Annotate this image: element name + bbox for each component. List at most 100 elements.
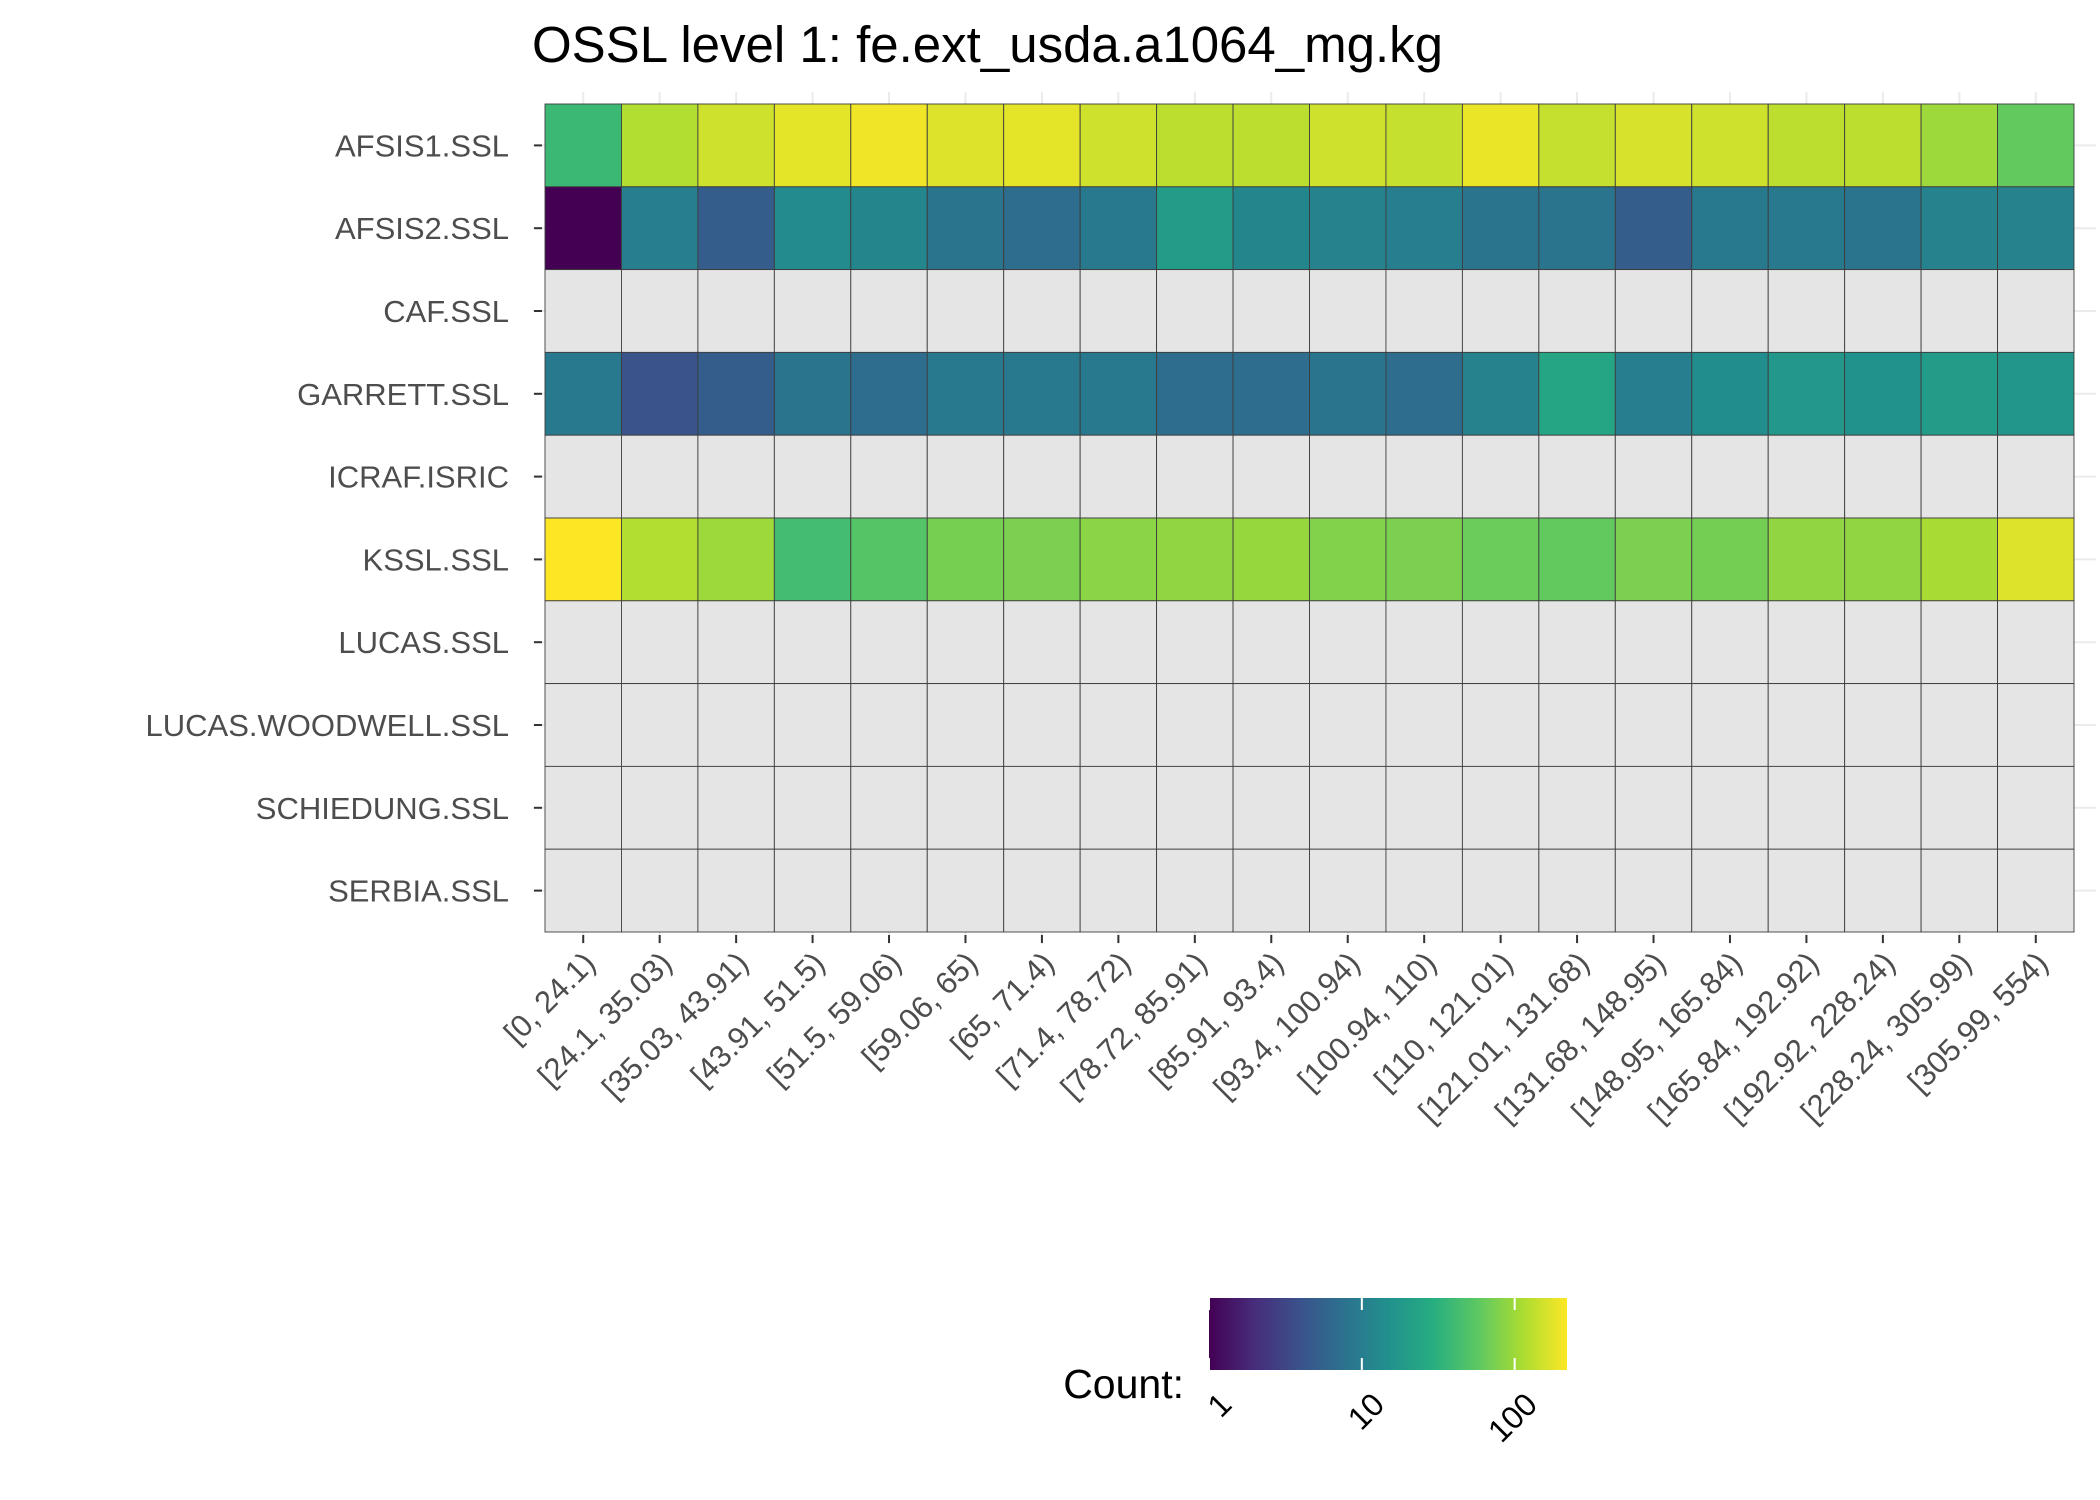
heatmap-cell (1079, 600, 1158, 685)
heatmap-cell (1691, 848, 1769, 933)
heatmap-cell (1538, 683, 1616, 767)
heatmap-cell (1997, 765, 2075, 850)
heatmap-cell (1538, 351, 1616, 436)
heatmap-cell (544, 269, 622, 353)
heatmap-cell (1844, 103, 1922, 188)
heatmap-cell (1844, 848, 1922, 933)
heatmap-cell (697, 351, 775, 436)
color-legend: Count: 1 10 100 (1063, 1298, 1567, 1449)
heatmap-cell (1844, 351, 1922, 436)
heatmap-cell (1844, 600, 1922, 685)
heatmap-cell (1997, 683, 2075, 767)
heatmap-cell (1385, 600, 1463, 685)
heatmap-cell (1079, 351, 1158, 436)
heatmap-cell (1232, 434, 1310, 519)
heatmap-cell (1156, 517, 1234, 602)
heatmap-cell (926, 848, 1005, 933)
heatmap-cell (1844, 683, 1922, 767)
heatmap-cell (850, 765, 928, 850)
heatmap-cell (1309, 103, 1387, 188)
heatmap-cell (1309, 434, 1387, 519)
heatmap-cell (1920, 103, 1998, 188)
heatmap-cell (850, 517, 928, 602)
x-axis-ticks: [0, 24.1)[24.1, 35.03)[35.03, 43.91)[43.… (497, 935, 2055, 1130)
heatmap-cell (1614, 600, 1693, 685)
heatmap-cell (1691, 600, 1769, 685)
heatmap-cell (1691, 434, 1769, 519)
chart-title: OSSL level 1: fe.ext_usda.a1064_mg.kg (532, 16, 1443, 73)
heatmap-cell (621, 848, 699, 933)
heatmap-cell (1156, 765, 1234, 850)
heatmap-cell (1614, 517, 1693, 602)
heatmap-cell (1920, 186, 1998, 271)
heatmap-cell (1461, 103, 1540, 188)
heatmap-cell (1385, 186, 1463, 271)
heatmap-cell (850, 434, 928, 519)
heatmap-cell (697, 765, 775, 850)
heatmap-cell (1844, 434, 1922, 519)
heatmap-cell (773, 434, 852, 519)
heatmap-cell (1385, 765, 1463, 850)
y-tick-label: GARRETT.SSL (297, 377, 509, 412)
heatmap-cell (1538, 434, 1616, 519)
heatmap-cell (1309, 351, 1387, 436)
heatmap-cell (1003, 848, 1081, 933)
y-tick-label: KSSL.SSL (363, 542, 509, 577)
heatmap-cell (1156, 103, 1234, 188)
heatmap-cell (1232, 848, 1310, 933)
heatmap-cell (1079, 434, 1158, 519)
heatmap-cell (1156, 186, 1234, 271)
heatmap-cell (850, 848, 928, 933)
heatmap-cell (1691, 351, 1769, 436)
heatmap-cell (1691, 103, 1769, 188)
heatmap-cell (1156, 600, 1234, 685)
heatmap-cell (1767, 351, 1846, 436)
heatmap-cell (1079, 765, 1158, 850)
heatmap-cell (1538, 186, 1616, 271)
heatmap-cell (1461, 186, 1540, 271)
heatmap-cell (1538, 517, 1616, 602)
heatmap-cell (1232, 600, 1310, 685)
heatmap-cell (1079, 683, 1158, 767)
heatmap-cell (1385, 434, 1463, 519)
heatmap-cell (1844, 186, 1922, 271)
heatmap-cell (1920, 600, 1998, 685)
heatmap-cell (1003, 103, 1081, 188)
heatmap-cell (1614, 434, 1693, 519)
heatmap-cell (1538, 765, 1616, 850)
heatmap-cell (1997, 103, 2075, 188)
heatmap-cell (697, 269, 775, 353)
heatmap-cell (621, 765, 699, 850)
heatmap-cell (697, 683, 775, 767)
heatmap-cell (1691, 186, 1769, 271)
heatmap-cell (621, 600, 699, 685)
y-axis-ticks: AFSIS1.SSL AFSIS2.SSL CAF.SSL GARRETT.SSL IC… (146, 128, 542, 909)
heatmap-cell (1309, 269, 1387, 353)
heatmap-cell (697, 434, 775, 519)
heatmap-cell (1691, 765, 1769, 850)
heatmap-cell (773, 186, 852, 271)
heatmap-cell (926, 103, 1005, 188)
legend-colorbar (1209, 1298, 1567, 1370)
heatmap-cell (1614, 848, 1693, 933)
heatmap-cell (1232, 186, 1310, 271)
heatmap-cell (1309, 765, 1387, 850)
heatmap-cell (544, 434, 622, 519)
heatmap-cell (926, 600, 1005, 685)
heatmap-cells (544, 103, 2075, 933)
legend-tick-label: 1 (1200, 1386, 1238, 1424)
heatmap-cell (1997, 434, 2075, 519)
heatmap-cell (773, 269, 852, 353)
heatmap-cell (1920, 434, 1998, 519)
heatmap-cell (1767, 765, 1846, 850)
heatmap-cell (1844, 517, 1922, 602)
heatmap-cell (926, 765, 1005, 850)
heatmap-cell (1767, 103, 1846, 188)
heatmap-cell (1997, 186, 2075, 271)
heatmap-cell (773, 517, 852, 602)
heatmap-cell (1309, 683, 1387, 767)
heatmap-cell (1767, 186, 1846, 271)
y-tick-label: ICRAF.ISRIC (328, 460, 509, 495)
heatmap-cell (1385, 269, 1463, 353)
heatmap-cell (1767, 600, 1846, 685)
